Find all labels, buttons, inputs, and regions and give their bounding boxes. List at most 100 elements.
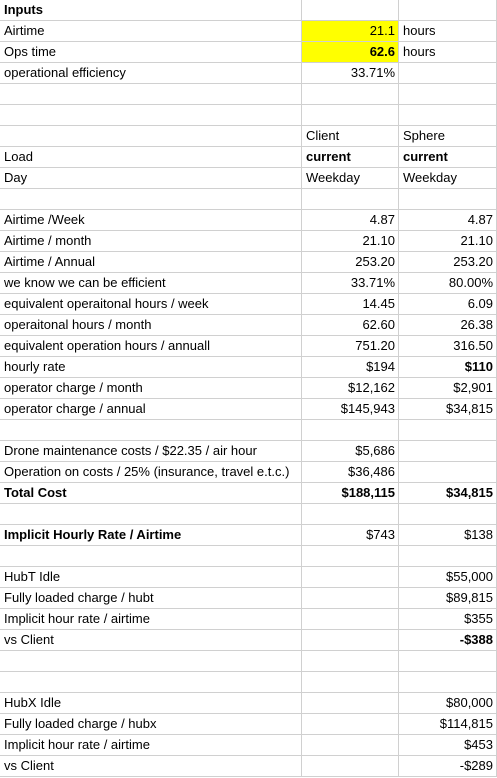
cell-empty[interactable] xyxy=(399,546,497,567)
cell-empty[interactable] xyxy=(302,84,399,105)
hubx-rate-value[interactable]: $453 xyxy=(399,735,497,756)
cell-empty[interactable] xyxy=(0,546,302,567)
cell-empty[interactable] xyxy=(399,0,497,21)
row-label[interactable]: Airtime /Week xyxy=(0,210,302,231)
client-value[interactable]: $12,162 xyxy=(302,378,399,399)
client-value[interactable]: 14.45 xyxy=(302,294,399,315)
hubt-rate-value[interactable]: $355 xyxy=(399,609,497,630)
load-label[interactable]: Load xyxy=(0,147,302,168)
cell-empty[interactable] xyxy=(399,504,497,525)
hubt-loaded-label[interactable]: Fully loaded charge / hubt xyxy=(0,588,302,609)
airtime-value[interactable]: 21.1 xyxy=(302,21,399,42)
implicit-rate-label[interactable]: Implicit Hourly Rate / Airtime xyxy=(0,525,302,546)
total-cost-client[interactable]: $188,115 xyxy=(302,483,399,504)
cell-empty[interactable] xyxy=(302,735,399,756)
cell-empty[interactable] xyxy=(399,420,497,441)
row-label[interactable]: equivalent operation hours / annuall xyxy=(0,336,302,357)
hubx-rate-label[interactable]: Implicit hour rate / airtime xyxy=(0,735,302,756)
airtime-unit[interactable]: hours xyxy=(399,21,497,42)
client-value[interactable]: $145,943 xyxy=(302,399,399,420)
row-label[interactable]: equivalent operaitonal hours / week xyxy=(0,294,302,315)
on-costs-client[interactable]: $36,486 xyxy=(302,462,399,483)
cell-empty[interactable] xyxy=(0,651,302,672)
sphere-value[interactable]: 21.10 xyxy=(399,231,497,252)
cell-empty[interactable] xyxy=(0,84,302,105)
inputs-title[interactable]: Inputs xyxy=(0,0,302,21)
load-client[interactable]: current xyxy=(302,147,399,168)
sphere-value[interactable]: 26.38 xyxy=(399,315,497,336)
day-label[interactable]: Day xyxy=(0,168,302,189)
cell-empty[interactable] xyxy=(0,504,302,525)
cell-empty[interactable] xyxy=(302,105,399,126)
client-value[interactable]: 33.71% xyxy=(302,273,399,294)
sphere-value[interactable]: 316.50 xyxy=(399,336,497,357)
cell-empty[interactable] xyxy=(399,63,497,84)
implicit-rate-client[interactable]: $743 xyxy=(302,525,399,546)
day-sphere[interactable]: Weekday xyxy=(399,168,497,189)
cell-empty[interactable] xyxy=(399,441,497,462)
sphere-value[interactable]: 6.09 xyxy=(399,294,497,315)
client-value[interactable]: $194 xyxy=(302,357,399,378)
airtime-label[interactable]: Airtime xyxy=(0,21,302,42)
cell-empty[interactable] xyxy=(302,651,399,672)
cell-empty[interactable] xyxy=(0,126,302,147)
maintenance-client[interactable]: $5,686 xyxy=(302,441,399,462)
ops-time-label[interactable]: Ops time xyxy=(0,42,302,63)
sphere-value[interactable]: $34,815 xyxy=(399,399,497,420)
cell-empty[interactable] xyxy=(0,672,302,693)
sphere-value[interactable]: $2,901 xyxy=(399,378,497,399)
cell-empty[interactable] xyxy=(399,84,497,105)
cell-empty[interactable] xyxy=(0,420,302,441)
total-cost-label[interactable]: Total Cost xyxy=(0,483,302,504)
row-label[interactable]: operator charge / month xyxy=(0,378,302,399)
implicit-rate-sphere[interactable]: $138 xyxy=(399,525,497,546)
efficiency-label[interactable]: operational efficiency xyxy=(0,63,302,84)
cell-empty[interactable] xyxy=(0,189,302,210)
row-label[interactable]: operaitonal hours / month xyxy=(0,315,302,336)
cell-empty[interactable] xyxy=(302,714,399,735)
cell-empty[interactable] xyxy=(399,189,497,210)
total-cost-sphere[interactable]: $34,815 xyxy=(399,483,497,504)
cell-empty[interactable] xyxy=(302,567,399,588)
cell-empty[interactable] xyxy=(302,693,399,714)
hubt-vs-value[interactable]: -$388 xyxy=(399,630,497,651)
cell-empty[interactable] xyxy=(399,651,497,672)
cell-empty[interactable] xyxy=(302,672,399,693)
cell-empty[interactable] xyxy=(302,189,399,210)
hubx-idle-value[interactable]: $80,000 xyxy=(399,693,497,714)
hubx-loaded-value[interactable]: $114,815 xyxy=(399,714,497,735)
hubt-idle-value[interactable]: $55,000 xyxy=(399,567,497,588)
hubt-idle-label[interactable]: HubT Idle xyxy=(0,567,302,588)
efficiency-value[interactable]: 33.71% xyxy=(302,63,399,84)
client-value[interactable]: 62.60 xyxy=(302,315,399,336)
row-label[interactable]: we know we can be efficient xyxy=(0,273,302,294)
on-costs-label[interactable]: Operation on costs / 25% (insurance, tra… xyxy=(0,462,302,483)
cell-empty[interactable] xyxy=(302,504,399,525)
sphere-value[interactable]: 80.00% xyxy=(399,273,497,294)
cell-empty[interactable] xyxy=(302,546,399,567)
hubt-vs-label[interactable]: vs Client xyxy=(0,630,302,651)
row-label[interactable]: Airtime / Annual xyxy=(0,252,302,273)
cell-empty[interactable] xyxy=(302,630,399,651)
cell-empty[interactable] xyxy=(302,756,399,777)
sphere-value[interactable]: $110 xyxy=(399,357,497,378)
cell-empty[interactable] xyxy=(302,588,399,609)
cell-empty[interactable] xyxy=(302,420,399,441)
cell-empty[interactable] xyxy=(399,105,497,126)
header-client[interactable]: Client xyxy=(302,126,399,147)
cell-empty[interactable] xyxy=(399,672,497,693)
sphere-value[interactable]: 253.20 xyxy=(399,252,497,273)
row-label[interactable]: operator charge / annual xyxy=(0,399,302,420)
cell-empty[interactable] xyxy=(302,0,399,21)
sphere-value[interactable]: 4.87 xyxy=(399,210,497,231)
cell-empty[interactable] xyxy=(0,105,302,126)
client-value[interactable]: 4.87 xyxy=(302,210,399,231)
client-value[interactable]: 253.20 xyxy=(302,252,399,273)
row-label[interactable]: Airtime / month xyxy=(0,231,302,252)
cell-empty[interactable] xyxy=(302,609,399,630)
hubt-rate-label[interactable]: Implicit hour rate / airtime xyxy=(0,609,302,630)
ops-time-unit[interactable]: hours xyxy=(399,42,497,63)
day-client[interactable]: Weekday xyxy=(302,168,399,189)
hubx-vs-label[interactable]: vs Client xyxy=(0,756,302,777)
hubx-loaded-label[interactable]: Fully loaded charge / hubx xyxy=(0,714,302,735)
